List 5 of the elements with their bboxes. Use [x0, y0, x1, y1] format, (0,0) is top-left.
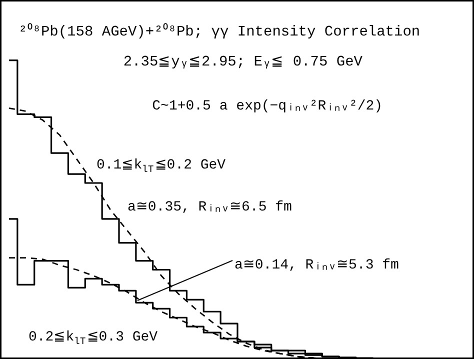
- chart-title: ²⁰⁸Pb(158 AGeV)+²⁰⁸Pb; γγ Intensity Correlation: [18, 22, 420, 40]
- chart-subtitle: 2.35≦yᵧ≦2.95; Eᵧ≦ 0.75 GeV: [123, 54, 363, 70]
- annotation: a≅0.14, Rᵢₙᵥ≅5.3 fm: [234, 258, 399, 274]
- annotation: a≅0.35, Rᵢₙᵥ≅6.5 fm: [128, 200, 292, 216]
- annotation: C~1+0.5 a exp(−qᵢₙᵥ²Rᵢₙᵥ²/2): [152, 98, 383, 114]
